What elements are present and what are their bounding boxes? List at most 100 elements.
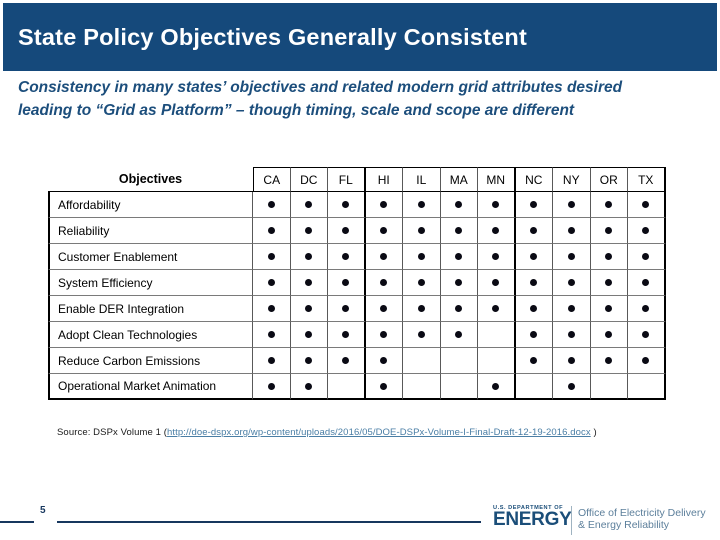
doe-energy-wordmark: ENERGY bbox=[493, 509, 572, 530]
dot-icon bbox=[567, 305, 575, 312]
table-cell-ca bbox=[253, 348, 291, 374]
table-cell-ny bbox=[553, 322, 591, 348]
dot-icon bbox=[267, 279, 275, 286]
dot-icon bbox=[642, 201, 650, 208]
table-cell-tx bbox=[628, 296, 666, 322]
table-cell-mn bbox=[478, 322, 516, 348]
row-label: Reliability bbox=[48, 218, 253, 244]
dot-icon bbox=[567, 279, 575, 286]
table-cell-ny bbox=[553, 192, 591, 218]
table-cell-ny bbox=[553, 374, 591, 400]
row-label: System Efficiency bbox=[48, 270, 253, 296]
dot-icon bbox=[605, 227, 613, 234]
table-cell-nc bbox=[515, 296, 553, 322]
table-cell-tx bbox=[628, 192, 666, 218]
table-cell-mn bbox=[478, 270, 516, 296]
dot-icon bbox=[267, 382, 275, 390]
subtitle-line-2: leading to “Grid as Platform” – though t… bbox=[18, 102, 575, 119]
dot-icon bbox=[342, 331, 350, 338]
column-header-fl: FL bbox=[328, 167, 366, 192]
column-header-mn: MN bbox=[478, 167, 516, 192]
dot-icon bbox=[642, 253, 650, 260]
table-cell-dc bbox=[290, 270, 328, 296]
page-number: 5 bbox=[40, 505, 46, 516]
footer-line-main bbox=[57, 521, 481, 523]
table-cell-il bbox=[403, 374, 441, 400]
column-header-ma: MA bbox=[440, 167, 478, 192]
dot-icon bbox=[605, 279, 613, 286]
dot-icon bbox=[605, 253, 613, 260]
row-label: Operational Market Animation bbox=[48, 374, 253, 400]
table-cell-or bbox=[590, 270, 628, 296]
dot-icon bbox=[305, 305, 313, 312]
dot-icon bbox=[567, 201, 575, 208]
table-cell-or bbox=[590, 374, 628, 400]
dot-icon bbox=[455, 331, 463, 338]
dot-icon bbox=[605, 357, 613, 364]
table-cell-or bbox=[590, 244, 628, 270]
dot-icon bbox=[380, 357, 388, 364]
slide-title: State Policy Objectives Generally Consis… bbox=[18, 23, 528, 50]
dot-icon bbox=[530, 253, 538, 260]
dot-icon bbox=[567, 357, 575, 364]
table-cell-dc bbox=[290, 322, 328, 348]
column-header-nc: NC bbox=[515, 167, 553, 192]
dot-icon bbox=[380, 305, 388, 312]
column-header-dc: DC bbox=[290, 167, 328, 192]
table-cell-mn bbox=[478, 192, 516, 218]
dot-icon bbox=[455, 227, 463, 234]
table-cell-dc bbox=[290, 192, 328, 218]
dot-icon bbox=[492, 279, 500, 286]
column-header-il: IL bbox=[403, 167, 441, 192]
table-cell-tx bbox=[628, 270, 666, 296]
table-cell-tx bbox=[628, 322, 666, 348]
dot-icon bbox=[380, 227, 388, 234]
table-cell-ma bbox=[440, 296, 478, 322]
dot-icon bbox=[455, 305, 463, 312]
table-cell-dc bbox=[290, 218, 328, 244]
dot-icon bbox=[267, 357, 275, 364]
dot-icon bbox=[380, 382, 388, 390]
table-cell-ca bbox=[253, 244, 291, 270]
subtitle-line-1: Consistency in many states’ objectives a… bbox=[18, 79, 623, 96]
dot-icon bbox=[605, 331, 613, 338]
table-cell-hi bbox=[365, 296, 403, 322]
row-label: Enable DER Integration bbox=[48, 296, 253, 322]
dot-icon bbox=[380, 201, 388, 208]
dot-icon bbox=[492, 253, 500, 260]
dot-icon bbox=[305, 357, 313, 364]
doe-office-label: Office of Electricity Delivery & Energy … bbox=[578, 507, 706, 531]
source-suffix: ) bbox=[590, 427, 597, 438]
table-cell-ny bbox=[553, 244, 591, 270]
dot-icon bbox=[567, 227, 575, 234]
dot-icon bbox=[642, 227, 650, 234]
table-cell-ma bbox=[440, 348, 478, 374]
table-cell-tx bbox=[628, 374, 666, 400]
source-prefix: Source: DSPx Volume 1 ( bbox=[57, 427, 168, 438]
dot-icon bbox=[342, 201, 350, 208]
dot-icon bbox=[417, 305, 425, 312]
table-cell-hi bbox=[365, 192, 403, 218]
dot-icon bbox=[642, 279, 650, 286]
source-note: Source: DSPx Volume 1 (http://doe-dspx.o… bbox=[57, 427, 597, 438]
slide-subtitle: Consistency in many states’ objectives a… bbox=[18, 76, 713, 122]
table-cell-mn bbox=[478, 244, 516, 270]
table-cell-mn bbox=[478, 348, 516, 374]
dot-icon bbox=[305, 382, 313, 390]
table-cell-dc bbox=[290, 296, 328, 322]
table-cell-or bbox=[590, 192, 628, 218]
table-cell-mn bbox=[478, 374, 516, 400]
source-link[interactable]: http://doe-dspx.org/wp-content/uploads/2… bbox=[167, 427, 591, 438]
dot-icon bbox=[267, 305, 275, 312]
dot-icon bbox=[530, 305, 538, 312]
table-cell-il bbox=[403, 348, 441, 374]
dot-icon bbox=[305, 331, 313, 338]
table-cell-nc bbox=[515, 348, 553, 374]
dot-icon bbox=[642, 331, 650, 338]
table-cell-ca bbox=[253, 296, 291, 322]
table-cell-fl bbox=[328, 374, 366, 400]
table-cell-il bbox=[403, 244, 441, 270]
table-cell-ca bbox=[253, 218, 291, 244]
table-cell-ca bbox=[253, 322, 291, 348]
table-cell-ma bbox=[440, 244, 478, 270]
